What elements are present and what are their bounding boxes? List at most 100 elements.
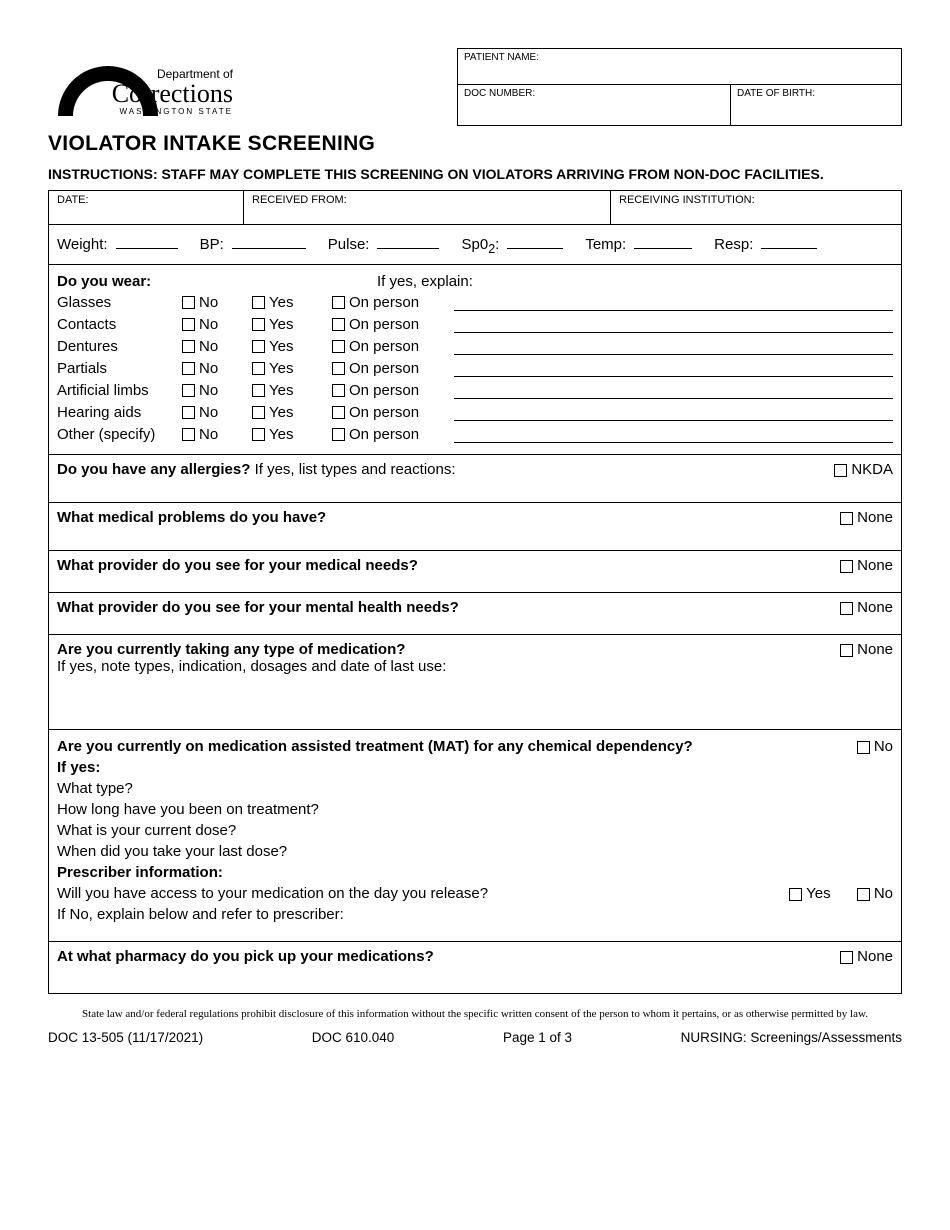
wear-item-label: Contacts	[57, 316, 182, 333]
wear-yes-checkbox[interactable]: Yes	[252, 404, 314, 421]
wear-explain-input[interactable]	[454, 361, 893, 377]
mat-no-checkbox[interactable]: No	[857, 736, 893, 757]
wear-no-checkbox[interactable]: No	[182, 338, 234, 355]
vitals-row: Weight: BP: Pulse: Sp02: Temp: Resp:	[49, 225, 901, 265]
receiving-institution-field[interactable]: RECEIVING INSTITUTION:	[611, 191, 901, 224]
wear-no-checkbox[interactable]: No	[182, 360, 234, 377]
wear-row: Hearing aidsNo Yes On person	[57, 404, 893, 421]
wear-item-label: Hearing aids	[57, 404, 182, 421]
wear-explain-input[interactable]	[454, 427, 893, 443]
top-fields-row: DATE: RECEIVED FROM: RECEIVING INSTITUTI…	[49, 191, 901, 225]
header-row: Department of Corrections WASHINGTON STA…	[48, 48, 902, 126]
footer-form-id: DOC 13-505 (11/17/2021)	[48, 1030, 203, 1045]
wear-section: Do you wear: If yes, explain: GlassesNoY…	[49, 265, 901, 455]
wear-onperson-checkbox[interactable]: On person	[332, 316, 432, 333]
provider-medical-question: What provider do you see for your medica…	[57, 557, 418, 574]
wear-explain-input[interactable]	[454, 295, 893, 311]
wear-onperson-checkbox[interactable]: On person	[332, 294, 432, 311]
date-field[interactable]: DATE:	[49, 191, 244, 224]
wear-no-checkbox[interactable]: No	[182, 294, 234, 311]
wear-explain-input[interactable]	[454, 339, 893, 355]
mat-duration: How long have you been on treatment?	[57, 801, 319, 818]
allergies-block: Do you have any allergies? If yes, list …	[49, 455, 901, 503]
footer-doc-ref: DOC 610.040	[312, 1030, 395, 1045]
main-form-table: DATE: RECEIVED FROM: RECEIVING INSTITUTI…	[48, 190, 902, 994]
wear-no-checkbox[interactable]: No	[182, 382, 234, 399]
bp-input[interactable]	[232, 235, 306, 249]
wear-onperson-checkbox[interactable]: On person	[332, 360, 432, 377]
pharmacy-none-checkbox[interactable]: None	[840, 948, 893, 965]
wear-onperson-checkbox[interactable]: On person	[332, 382, 432, 399]
provider-med-none-checkbox[interactable]: None	[840, 557, 893, 574]
dob-field[interactable]: DATE OF BIRTH:	[731, 85, 901, 125]
wear-no-checkbox[interactable]: No	[182, 404, 234, 421]
wear-yes-checkbox[interactable]: Yes	[252, 316, 314, 333]
nkda-checkbox[interactable]: NKDA	[834, 461, 893, 478]
medication-none-checkbox[interactable]: None	[840, 641, 893, 658]
wear-yes-checkbox[interactable]: Yes	[252, 382, 314, 399]
wear-row: ContactsNo Yes On person	[57, 316, 893, 333]
prescriber-label: Prescriber information:	[57, 864, 223, 881]
access-yes-checkbox[interactable]: Yes	[789, 885, 830, 902]
footer-page: Page 1 of 3	[503, 1030, 572, 1045]
wear-no-checkbox[interactable]: No	[182, 426, 234, 443]
wear-header: Do you wear:	[57, 273, 377, 290]
medical-problems-question: What medical problems do you have?	[57, 509, 326, 526]
temp-label: Temp:	[585, 236, 626, 253]
provider-mh-block: What provider do you see for your mental…	[49, 593, 901, 635]
wear-onperson-checkbox[interactable]: On person	[332, 426, 432, 443]
allergies-question: Do you have any allergies? If yes, list …	[57, 461, 456, 478]
wear-item-label: Dentures	[57, 338, 182, 355]
wear-yes-checkbox[interactable]: Yes	[252, 426, 314, 443]
wear-explain-header: If yes, explain:	[377, 273, 473, 290]
dob-label: DATE OF BIRTH:	[737, 88, 815, 99]
patient-info-box: PATIENT NAME: DOC NUMBER: DATE OF BIRTH:	[457, 48, 902, 126]
svg-text:Corrections: Corrections	[112, 79, 233, 108]
wear-explain-input[interactable]	[454, 383, 893, 399]
patient-name-field[interactable]: PATIENT NAME:	[458, 49, 901, 85]
wear-yes-checkbox[interactable]: Yes	[252, 338, 314, 355]
temp-input[interactable]	[634, 235, 692, 249]
sp02-input[interactable]	[507, 235, 563, 249]
mat-last: When did you take your last dose?	[57, 843, 287, 860]
pulse-input[interactable]	[377, 235, 439, 249]
provider-mh-question: What provider do you see for your mental…	[57, 599, 459, 616]
if-no-explain: If No, explain below and refer to prescr…	[57, 906, 344, 923]
pharmacy-question: At what pharmacy do you pick up your med…	[57, 948, 434, 965]
wear-explain-input[interactable]	[454, 317, 893, 333]
pulse-label: Pulse:	[328, 236, 370, 253]
mat-if-yes: If yes:	[57, 759, 100, 776]
doc-number-field[interactable]: DOC NUMBER:	[458, 85, 731, 125]
received-from-field[interactable]: RECEIVED FROM:	[244, 191, 611, 224]
doc-number-label: DOC NUMBER:	[464, 88, 535, 99]
weight-label: Weight:	[57, 236, 108, 253]
footer: DOC 13-505 (11/17/2021) DOC 610.040 Page…	[48, 1030, 902, 1045]
weight-input[interactable]	[116, 235, 178, 249]
footer-category: NURSING: Screenings/Assessments	[681, 1030, 902, 1045]
medication-question: Are you currently taking any type of med…	[57, 641, 405, 658]
mat-type: What type?	[57, 780, 133, 797]
disclaimer: State law and/or federal regulations pro…	[48, 1008, 902, 1020]
med-problems-none-checkbox[interactable]: None	[840, 509, 893, 526]
provider-mh-none-checkbox[interactable]: None	[840, 599, 893, 616]
medical-problems-block: What medical problems do you have? None	[49, 503, 901, 551]
wear-no-checkbox[interactable]: No	[182, 316, 234, 333]
wear-item-label: Artificial limbs	[57, 382, 182, 399]
access-no-checkbox[interactable]: No	[857, 885, 893, 902]
wear-onperson-checkbox[interactable]: On person	[332, 404, 432, 421]
wear-row: Other (specify)NoYesOn person	[57, 426, 893, 443]
medication-sub: If yes, note types, indication, dosages …	[57, 658, 893, 675]
wear-yes-checkbox[interactable]: Yes	[252, 294, 314, 311]
wear-row: Artificial limbsNo Yes On person	[57, 382, 893, 399]
form-title: VIOLATOR INTAKE SCREENING	[48, 132, 902, 156]
mat-dose: What is your current dose?	[57, 822, 236, 839]
wear-yes-checkbox[interactable]: Yes	[252, 360, 314, 377]
access-question: Will you have access to your medication …	[57, 883, 488, 904]
patient-name-label: PATIENT NAME:	[464, 52, 539, 63]
wear-explain-input[interactable]	[454, 405, 893, 421]
wear-onperson-checkbox[interactable]: On person	[332, 338, 432, 355]
pharmacy-block: At what pharmacy do you pick up your med…	[49, 942, 901, 993]
resp-input[interactable]	[761, 235, 817, 249]
medication-block: Are you currently taking any type of med…	[49, 635, 901, 730]
receiving-institution-label: RECEIVING INSTITUTION:	[619, 194, 755, 206]
